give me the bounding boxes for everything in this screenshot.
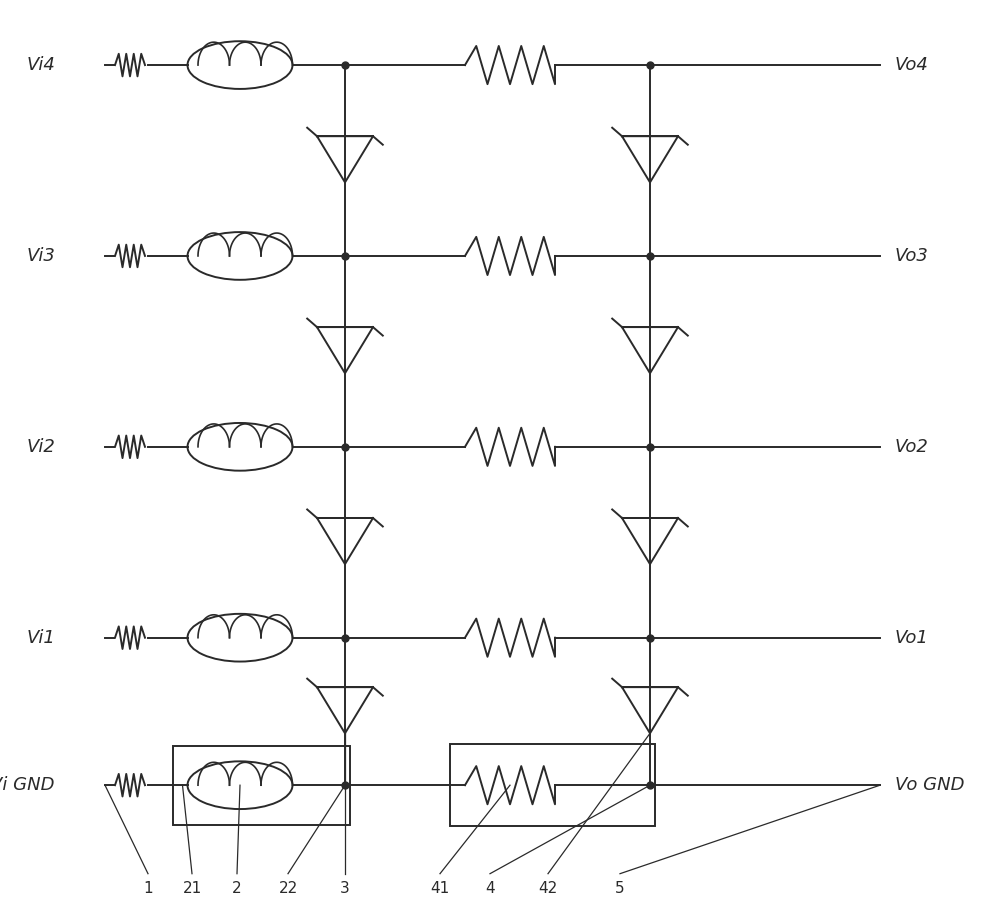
Text: 41: 41 — [430, 881, 450, 896]
Bar — [450, 744, 655, 826]
Text: Vo GND: Vo GND — [895, 776, 964, 794]
Text: Vi1: Vi1 — [26, 629, 55, 647]
Text: Vo1: Vo1 — [895, 629, 929, 647]
Text: Vi4: Vi4 — [26, 56, 55, 74]
Text: 22: 22 — [278, 881, 298, 896]
Text: 2: 2 — [232, 881, 242, 896]
Text: 3: 3 — [340, 881, 350, 896]
Text: Vi GND: Vi GND — [0, 776, 55, 794]
Text: 21: 21 — [182, 881, 202, 896]
Text: Vo3: Vo3 — [895, 247, 929, 265]
Text: 4: 4 — [485, 881, 495, 896]
Text: Vi2: Vi2 — [26, 438, 55, 456]
Text: 5: 5 — [615, 881, 625, 896]
Text: Vo2: Vo2 — [895, 438, 929, 456]
Bar — [173, 746, 350, 824]
Text: Vi3: Vi3 — [26, 247, 55, 265]
Text: 42: 42 — [538, 881, 558, 896]
Text: 1: 1 — [143, 881, 153, 896]
Text: Vo4: Vo4 — [895, 56, 929, 74]
